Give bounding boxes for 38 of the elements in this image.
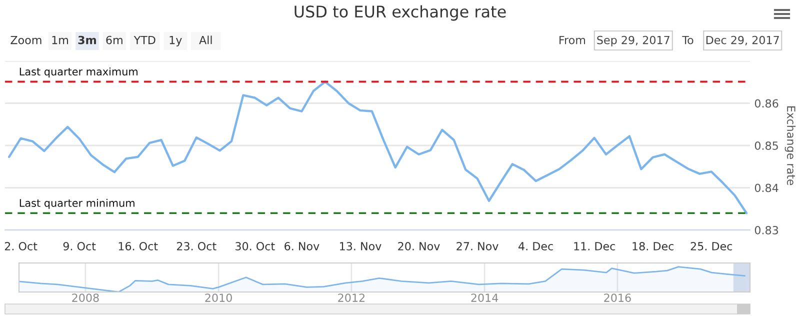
ref-line-label: Last quarter maximum: [20, 67, 138, 78]
y-tick-label: 0.83: [754, 226, 778, 234]
x-tick-label: 2008: [72, 294, 99, 302]
text: 1m: [52, 36, 68, 44]
x-tick-label: 4. Dec: [518, 242, 553, 250]
text: 6m: [106, 36, 122, 44]
x-tick-label: 2016: [604, 294, 631, 302]
x-tick-label: 11. Dec: [574, 242, 615, 250]
x-tick-label: 2014: [471, 294, 498, 302]
text: Zoom: [10, 36, 42, 44]
text: YTD: [134, 36, 156, 44]
text: From: [560, 36, 586, 44]
x-tick-label: 2010: [205, 294, 232, 302]
x-tick-label: 18. Dec: [632, 242, 674, 250]
x-tick-label: 27. Nov: [456, 242, 498, 250]
x-tick-label: 23. Oct: [176, 242, 216, 250]
text: All: [199, 36, 212, 44]
x-tick-label: 20. Nov: [398, 242, 440, 250]
line-series: [8, 80, 748, 214]
ref-line-label: Last quarter minimum: [20, 198, 134, 209]
y-tick-label: 0.84: [754, 184, 778, 192]
y-axis-title: Exchange rate: [784, 106, 796, 186]
x-tick-label: 2. Oct: [4, 242, 38, 250]
x-tick-label: 2012: [338, 294, 364, 302]
y-tick-label: 0.85: [754, 141, 778, 150]
text: Dec 29, 2017: [706, 36, 779, 46]
text: 3m: [78, 36, 96, 44]
chart-title: USD to EUR exchange rate: [294, 5, 506, 21]
y-tick-label: 0.86: [754, 99, 778, 108]
text: 1y: [170, 36, 182, 46]
x-tick-label: 13. Nov: [340, 242, 382, 250]
text: Sep 29, 2017: [597, 36, 670, 46]
x-tick-label: 25. Dec: [690, 242, 732, 250]
x-tick-label: 16. Oct: [118, 242, 158, 250]
x-tick-label: 30. Oct: [236, 242, 275, 250]
x-tick-label: 6. Nov: [284, 242, 320, 250]
text: To: [682, 36, 694, 44]
x-tick-label: 9. Oct: [63, 242, 96, 250]
